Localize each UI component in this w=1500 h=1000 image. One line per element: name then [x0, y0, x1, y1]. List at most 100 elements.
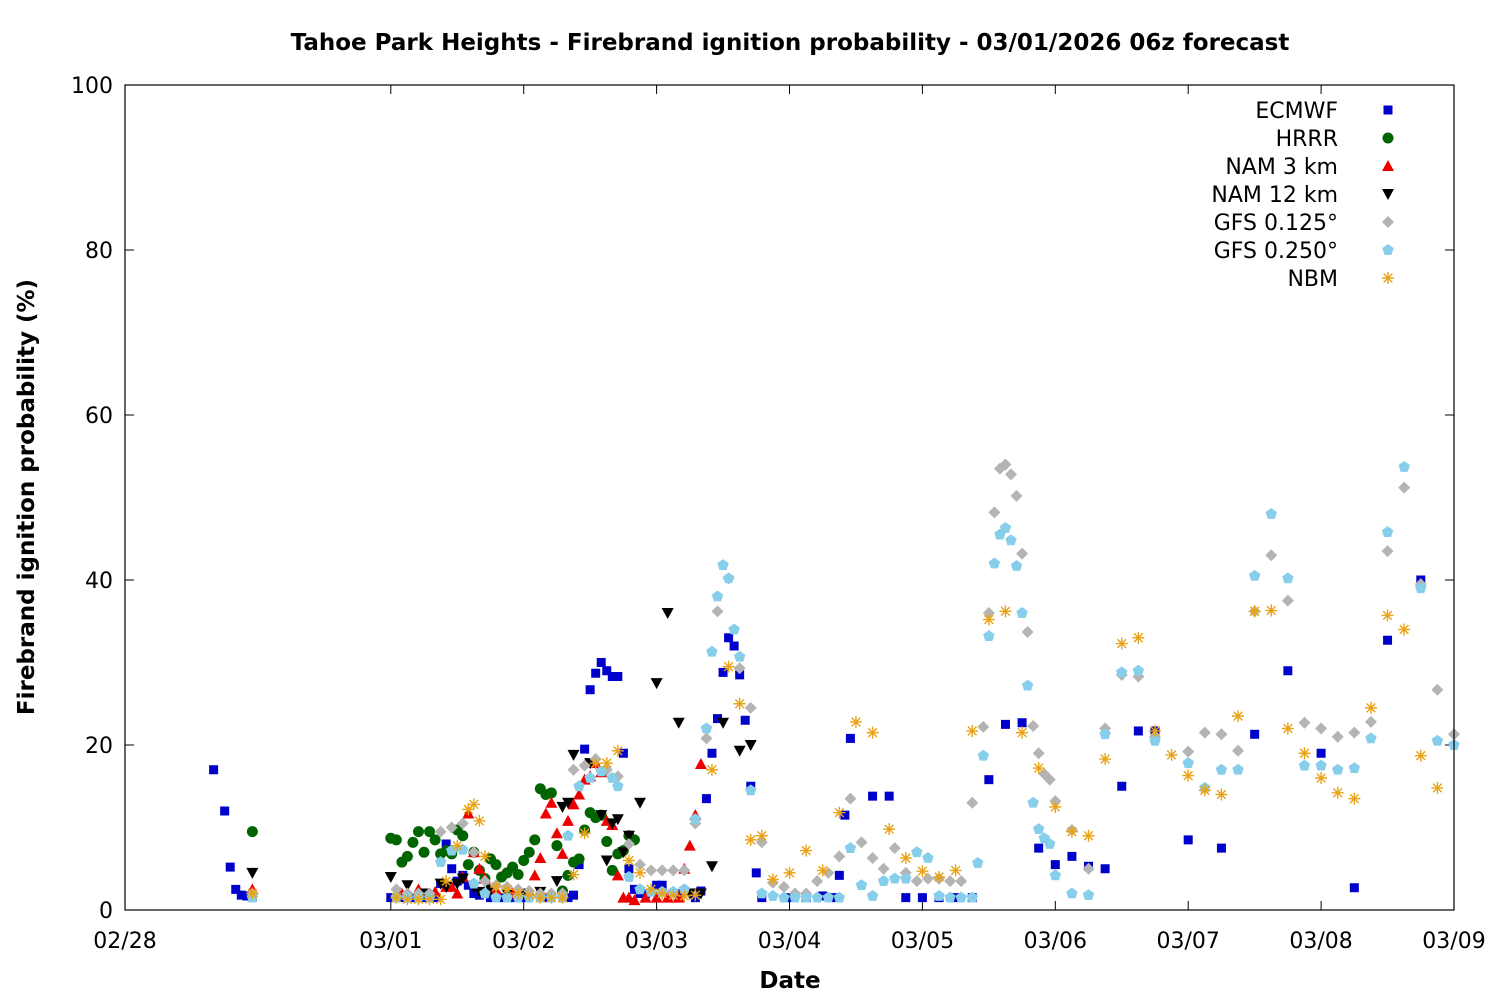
data-point — [933, 871, 946, 883]
data-point — [567, 798, 580, 810]
data-point — [1066, 887, 1078, 899]
series-ecmwf — [209, 575, 1426, 903]
data-point — [1332, 763, 1344, 775]
data-point — [574, 860, 584, 870]
data-point — [1215, 728, 1228, 741]
data-point — [1232, 744, 1245, 757]
data-point — [1043, 773, 1056, 786]
data-point — [595, 765, 607, 777]
data-point — [1349, 883, 1359, 893]
data-point — [833, 806, 846, 819]
data-point — [412, 826, 424, 838]
data-point — [1383, 635, 1393, 645]
data-point — [866, 726, 879, 739]
data-point — [652, 880, 662, 890]
data-point — [390, 891, 403, 904]
data-point — [434, 856, 447, 867]
data-point — [656, 864, 669, 877]
data-point — [1016, 547, 1029, 560]
x-tick-label: 03/08 — [1289, 929, 1352, 954]
data-point — [462, 859, 474, 871]
data-point — [717, 559, 729, 570]
legend-label: NAM 3 km — [1225, 155, 1338, 180]
data-point — [1132, 664, 1145, 676]
x-axis: 02/28 03/01 03/02 03/03 03/04 03/05 03/06 03/07… — [93, 85, 1486, 954]
data-point — [921, 872, 934, 885]
data-point — [866, 852, 879, 865]
data-point — [562, 797, 574, 809]
data-point — [246, 826, 258, 838]
data-point — [733, 662, 746, 675]
data-point — [584, 772, 596, 783]
data-point — [984, 775, 994, 785]
data-point — [999, 458, 1012, 471]
data-point — [523, 889, 536, 902]
data-point — [1027, 720, 1040, 733]
plot-series — [209, 458, 1460, 906]
data-point — [578, 827, 591, 840]
data-point — [744, 833, 757, 846]
data-point — [756, 887, 768, 899]
data-point — [1381, 526, 1394, 537]
chart-title: Tahoe Park Heights - Firebrand ignition … — [291, 30, 1290, 56]
data-point — [534, 891, 547, 904]
data-point — [434, 893, 447, 906]
data-point — [1198, 726, 1211, 739]
data-point — [562, 814, 574, 826]
data-point — [1021, 679, 1034, 691]
data-point — [1032, 823, 1045, 834]
data-point — [778, 891, 790, 903]
data-point — [430, 893, 440, 903]
data-point — [845, 733, 855, 743]
data-point — [497, 893, 507, 903]
data-point — [434, 825, 447, 838]
data-point — [523, 846, 535, 858]
data-point — [700, 722, 713, 734]
data-point — [490, 891, 502, 903]
data-point — [889, 872, 901, 884]
data-point — [1132, 631, 1145, 644]
data-point — [1182, 769, 1195, 782]
data-point — [944, 875, 957, 888]
data-point — [1232, 763, 1244, 775]
data-point — [728, 623, 740, 635]
data-point — [1032, 762, 1045, 775]
data-point — [1133, 726, 1143, 736]
data-point — [1215, 788, 1228, 801]
data-point — [911, 846, 923, 858]
data-point — [611, 744, 624, 757]
data-point — [729, 641, 739, 651]
data-point — [900, 872, 912, 884]
data-point — [467, 846, 480, 859]
data-point — [650, 891, 663, 903]
data-point — [556, 847, 569, 859]
data-point — [988, 557, 1001, 569]
data-point — [1431, 734, 1444, 746]
data-point — [1034, 843, 1044, 853]
data-point — [423, 893, 436, 906]
data-point — [440, 875, 453, 888]
data-point — [1265, 508, 1277, 519]
data-point — [624, 864, 634, 874]
data-point — [424, 826, 436, 838]
y-tick-label: 100 — [71, 74, 113, 99]
data-point — [740, 715, 750, 725]
data-point — [1248, 569, 1261, 581]
data-point — [672, 717, 685, 729]
data-point — [656, 887, 669, 900]
data-point — [866, 889, 879, 901]
data-point — [933, 889, 945, 901]
data-point — [661, 891, 674, 903]
data-point — [966, 796, 979, 809]
x-tick-label: 03/09 — [1422, 929, 1485, 954]
data-point — [645, 883, 658, 896]
data-point — [585, 685, 595, 695]
data-point — [1117, 781, 1127, 791]
data-point — [617, 847, 630, 859]
data-point — [209, 765, 219, 775]
data-point — [1005, 468, 1017, 481]
data-point — [833, 850, 846, 863]
data-point — [589, 757, 602, 770]
data-point — [944, 891, 956, 903]
data-point — [745, 784, 757, 796]
